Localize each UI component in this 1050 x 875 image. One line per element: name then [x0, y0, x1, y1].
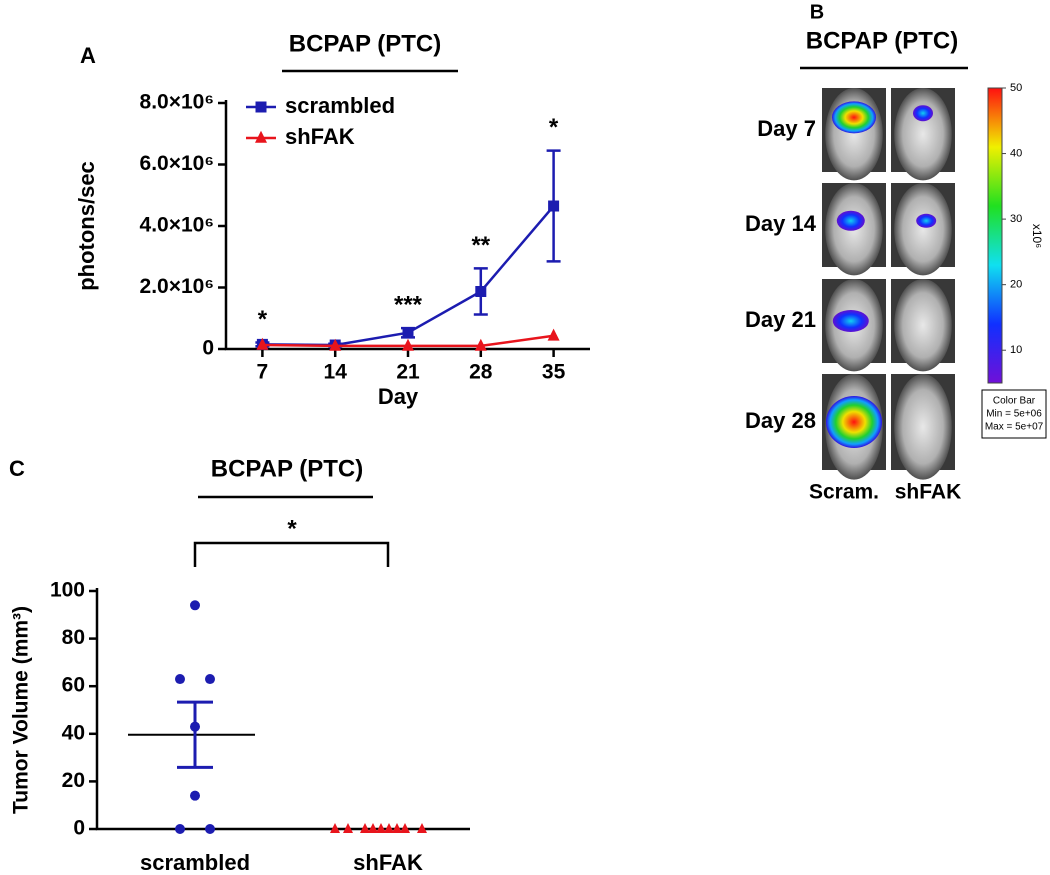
row-label: Day 14 — [745, 211, 817, 236]
signal — [832, 101, 876, 134]
row-label: Day 7 — [757, 116, 816, 141]
chart-title: BCPAP (PTC) — [211, 455, 363, 482]
series-line — [262, 205, 555, 347]
x-tick-label: 14 — [324, 361, 348, 384]
colorbar-box-text: Max = 5e+07 — [985, 422, 1044, 433]
marker — [190, 790, 200, 801]
x-tick-label: 21 — [396, 361, 420, 384]
y-tick-label: 40 — [62, 721, 85, 744]
colorbar-box-text: Min = 5e+06 — [986, 409, 1042, 420]
legend-label: shFAK — [285, 124, 355, 149]
marker — [475, 285, 487, 297]
marker — [417, 823, 427, 833]
y-tick-label: 4.0×10⁶ — [140, 214, 214, 237]
marker — [392, 823, 402, 833]
plot-c: 0 20 40 60 80 100 scrambled shFAK — [50, 579, 470, 875]
x-tick-label: scrambled — [140, 850, 250, 875]
marker — [205, 824, 215, 834]
colorbar-unit: x10⁶ — [1030, 224, 1044, 248]
signal — [836, 210, 865, 231]
marker — [547, 328, 560, 341]
y-tick-label: 6.0×10⁶ — [140, 152, 214, 175]
panel-label: C — [9, 456, 25, 481]
colorbar-tick-label: 30 — [1010, 213, 1022, 225]
annotation: * — [258, 306, 268, 333]
signal — [826, 396, 882, 448]
colorbar-tick-label: 50 — [1010, 82, 1022, 94]
legend-label: scrambled — [285, 93, 395, 118]
marker — [402, 338, 414, 351]
colorbar-box-text: Color Bar — [993, 396, 1036, 407]
marker — [190, 721, 200, 732]
x-tick-label: 35 — [542, 361, 566, 384]
marker — [376, 823, 386, 833]
row-label: Day 21 — [745, 307, 816, 332]
marker — [402, 327, 414, 339]
y-tick-label: 0 — [202, 337, 214, 360]
panel-label: A — [80, 43, 96, 68]
marker — [190, 600, 200, 611]
y-axis-label: photons/sec — [74, 161, 99, 291]
y-tick-label: 100 — [50, 579, 85, 602]
panel-label: B — [810, 1, 824, 23]
y-tick-label: 8.0×10⁶ — [140, 91, 214, 114]
mouse — [894, 183, 952, 276]
marker — [474, 338, 487, 351]
annotation: ** — [471, 232, 490, 259]
significance-bracket — [193, 541, 390, 567]
y-tick-label: 20 — [62, 769, 85, 792]
colorbar-tick-label: 20 — [1010, 279, 1022, 291]
marker — [256, 337, 269, 350]
sem-bar — [177, 700, 213, 769]
imaging-grid: Day 7 Day 14 Day 21 Day 28 Scram. shFAK 10 20 30… — [745, 82, 1022, 504]
marker — [400, 823, 410, 833]
plot-a: 0 2.0×10⁶ 4.0×10⁶ 6.0×10⁶ 8.0×10⁶ 7 14 21 28 35 sc… — [140, 91, 590, 384]
marker — [175, 824, 185, 834]
mouse — [894, 374, 952, 480]
mouse — [894, 279, 952, 372]
x-tick-label: shFAK — [353, 850, 423, 875]
chart-title: BCPAP (PTC) — [289, 30, 441, 57]
marker — [343, 823, 353, 833]
colorbar-box — [981, 389, 1047, 439]
mouse — [894, 88, 952, 181]
annotation: * — [549, 114, 559, 141]
column-label: shFAK — [895, 481, 962, 504]
signal — [913, 105, 933, 122]
marker — [329, 338, 342, 351]
x-axis-label: Day — [378, 384, 419, 409]
y-axis-label: Tumor Volume (mm³) — [10, 606, 33, 814]
marker — [368, 823, 378, 833]
y-tick-label: 2.0×10⁶ — [140, 275, 214, 298]
marker — [205, 674, 215, 685]
significance-label: * — [287, 515, 297, 542]
panel-title: BCPAP (PTC) — [806, 27, 958, 54]
signal — [832, 310, 869, 332]
marker — [175, 674, 185, 685]
marker — [255, 101, 267, 113]
marker — [384, 823, 394, 833]
colorbar — [987, 87, 1003, 384]
row-label: Day 28 — [745, 408, 816, 433]
colorbar-tick-label: 10 — [1010, 344, 1022, 356]
marker — [360, 823, 370, 833]
annotation: *** — [394, 291, 423, 318]
axis — [95, 588, 470, 831]
colorbar-tick-label: 40 — [1010, 147, 1022, 159]
marker — [548, 200, 560, 212]
marker — [330, 823, 340, 833]
y-tick-label: 80 — [62, 626, 85, 649]
marker — [255, 130, 267, 143]
column-label: Scram. — [809, 481, 879, 504]
y-tick-label: 60 — [62, 674, 85, 697]
y-tick-label: 0 — [73, 817, 85, 840]
signal — [916, 213, 937, 228]
x-tick-label: 7 — [257, 361, 269, 384]
x-tick-label: 28 — [469, 361, 493, 384]
